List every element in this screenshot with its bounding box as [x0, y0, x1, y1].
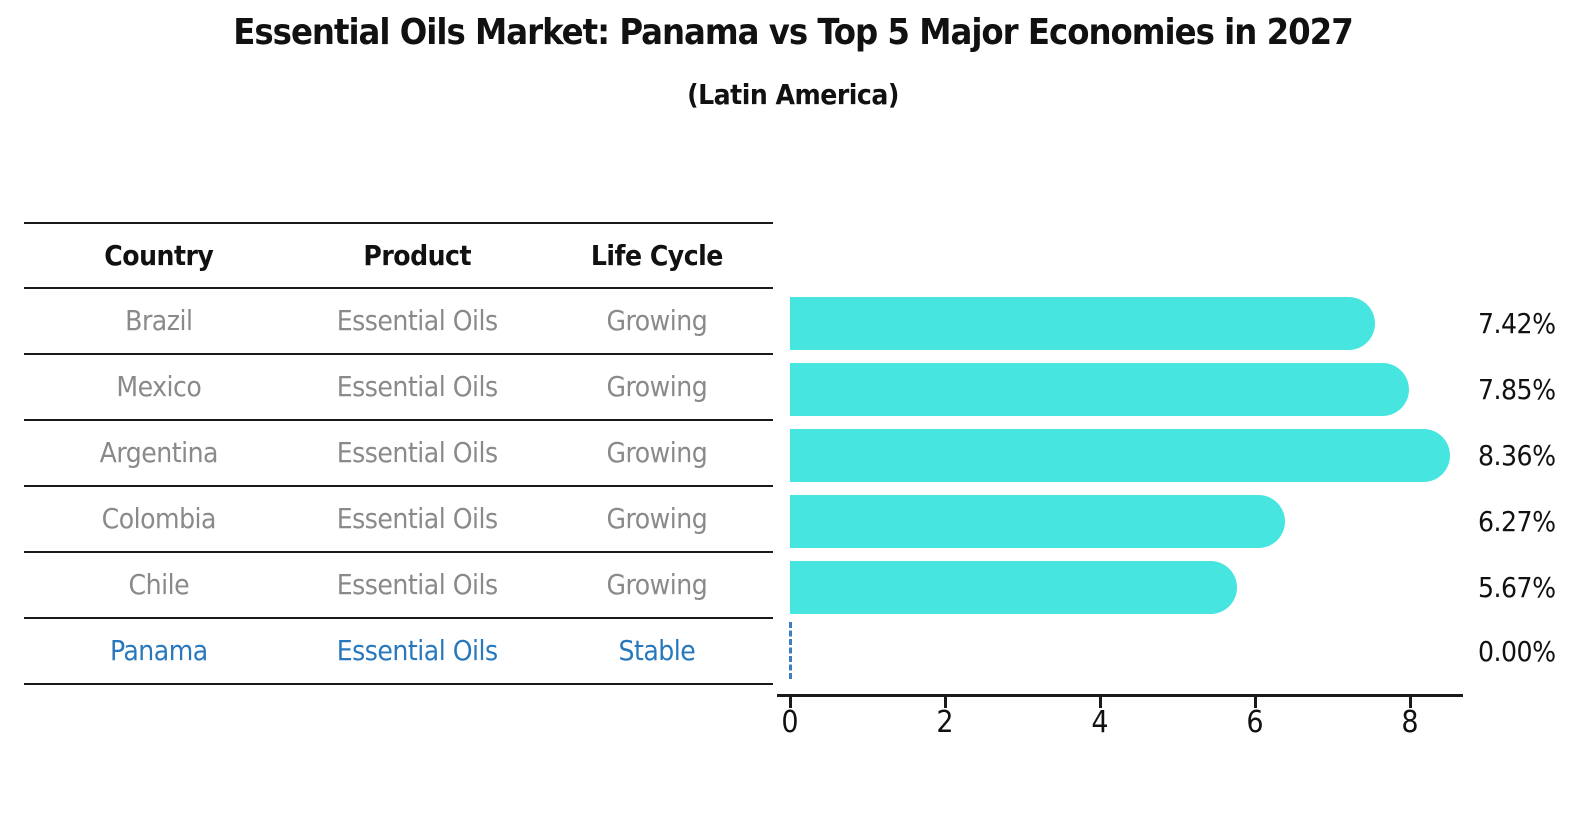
lifecycle-cell: Stable [618, 634, 696, 667]
value-label: 6.27% [1478, 505, 1556, 538]
table-row-panama: Panama Essential Oils Stable [24, 619, 773, 685]
x-axis-tick [1254, 697, 1257, 708]
bar-colombia [790, 495, 1285, 548]
table-row-chile: Chile Essential Oils Growing [24, 553, 773, 619]
country-cell: Chile [128, 568, 190, 601]
country-table: Country Product Life Cycle Brazil Essent… [24, 222, 773, 685]
bar-argentina [790, 429, 1450, 482]
lifecycle-cell: Growing [606, 502, 708, 535]
product-cell: Essential Oils [336, 304, 498, 337]
country-cell: Mexico [116, 370, 202, 403]
x-tick-label: 0 [781, 705, 799, 740]
lifecycle-cell: Growing [606, 304, 708, 337]
product-cell: Essential Oils [336, 634, 498, 667]
col-header-country: Country [104, 238, 214, 272]
product-cell: Essential Oils [336, 502, 498, 535]
bar-chile [790, 561, 1238, 614]
x-tick-label: 4 [1091, 705, 1109, 740]
col-header-product: Product [363, 238, 472, 272]
x-axis-tick [789, 697, 792, 708]
table-row-argentina: Argentina Essential Oils Growing [24, 421, 773, 487]
value-label: 5.67% [1478, 571, 1556, 604]
chart-title: Essential Oils Market: Panama vs Top 5 M… [233, 12, 1353, 53]
country-cell: Argentina [99, 436, 219, 469]
country-cell: Colombia [101, 502, 217, 535]
lifecycle-cell: Growing [606, 370, 708, 403]
country-cell: Brazil [125, 304, 193, 337]
bar-brazil [790, 297, 1376, 350]
panama-zero-marker [789, 622, 792, 679]
lifecycle-cell: Growing [606, 568, 708, 601]
table-row-colombia: Colombia Essential Oils Growing [24, 487, 773, 553]
product-cell: Essential Oils [336, 370, 498, 403]
table-header-row: Country Product Life Cycle [24, 222, 773, 289]
lifecycle-cell: Growing [606, 436, 708, 469]
table-row-brazil: Brazil Essential Oils Growing [24, 289, 773, 355]
country-cell: Panama [109, 634, 208, 667]
value-label: 0.00% [1478, 635, 1556, 668]
chart-subtitle: (Latin America) [687, 78, 899, 111]
value-label: 7.85% [1478, 373, 1556, 406]
x-tick-label: 6 [1246, 705, 1264, 740]
table-row-mexico: Mexico Essential Oils Growing [24, 355, 773, 421]
product-cell: Essential Oils [336, 568, 498, 601]
x-tick-label: 8 [1401, 705, 1419, 740]
x-axis [777, 694, 1463, 697]
product-cell: Essential Oils [336, 436, 498, 469]
col-header-lifecycle: Life Cycle [590, 238, 724, 272]
x-axis-tick [1099, 697, 1102, 708]
value-label: 7.42% [1478, 307, 1556, 340]
bar-mexico [790, 363, 1410, 416]
x-tick-label: 2 [936, 705, 954, 740]
value-label: 8.36% [1478, 439, 1556, 472]
x-axis-tick [1409, 697, 1412, 708]
x-axis-tick [944, 697, 947, 708]
